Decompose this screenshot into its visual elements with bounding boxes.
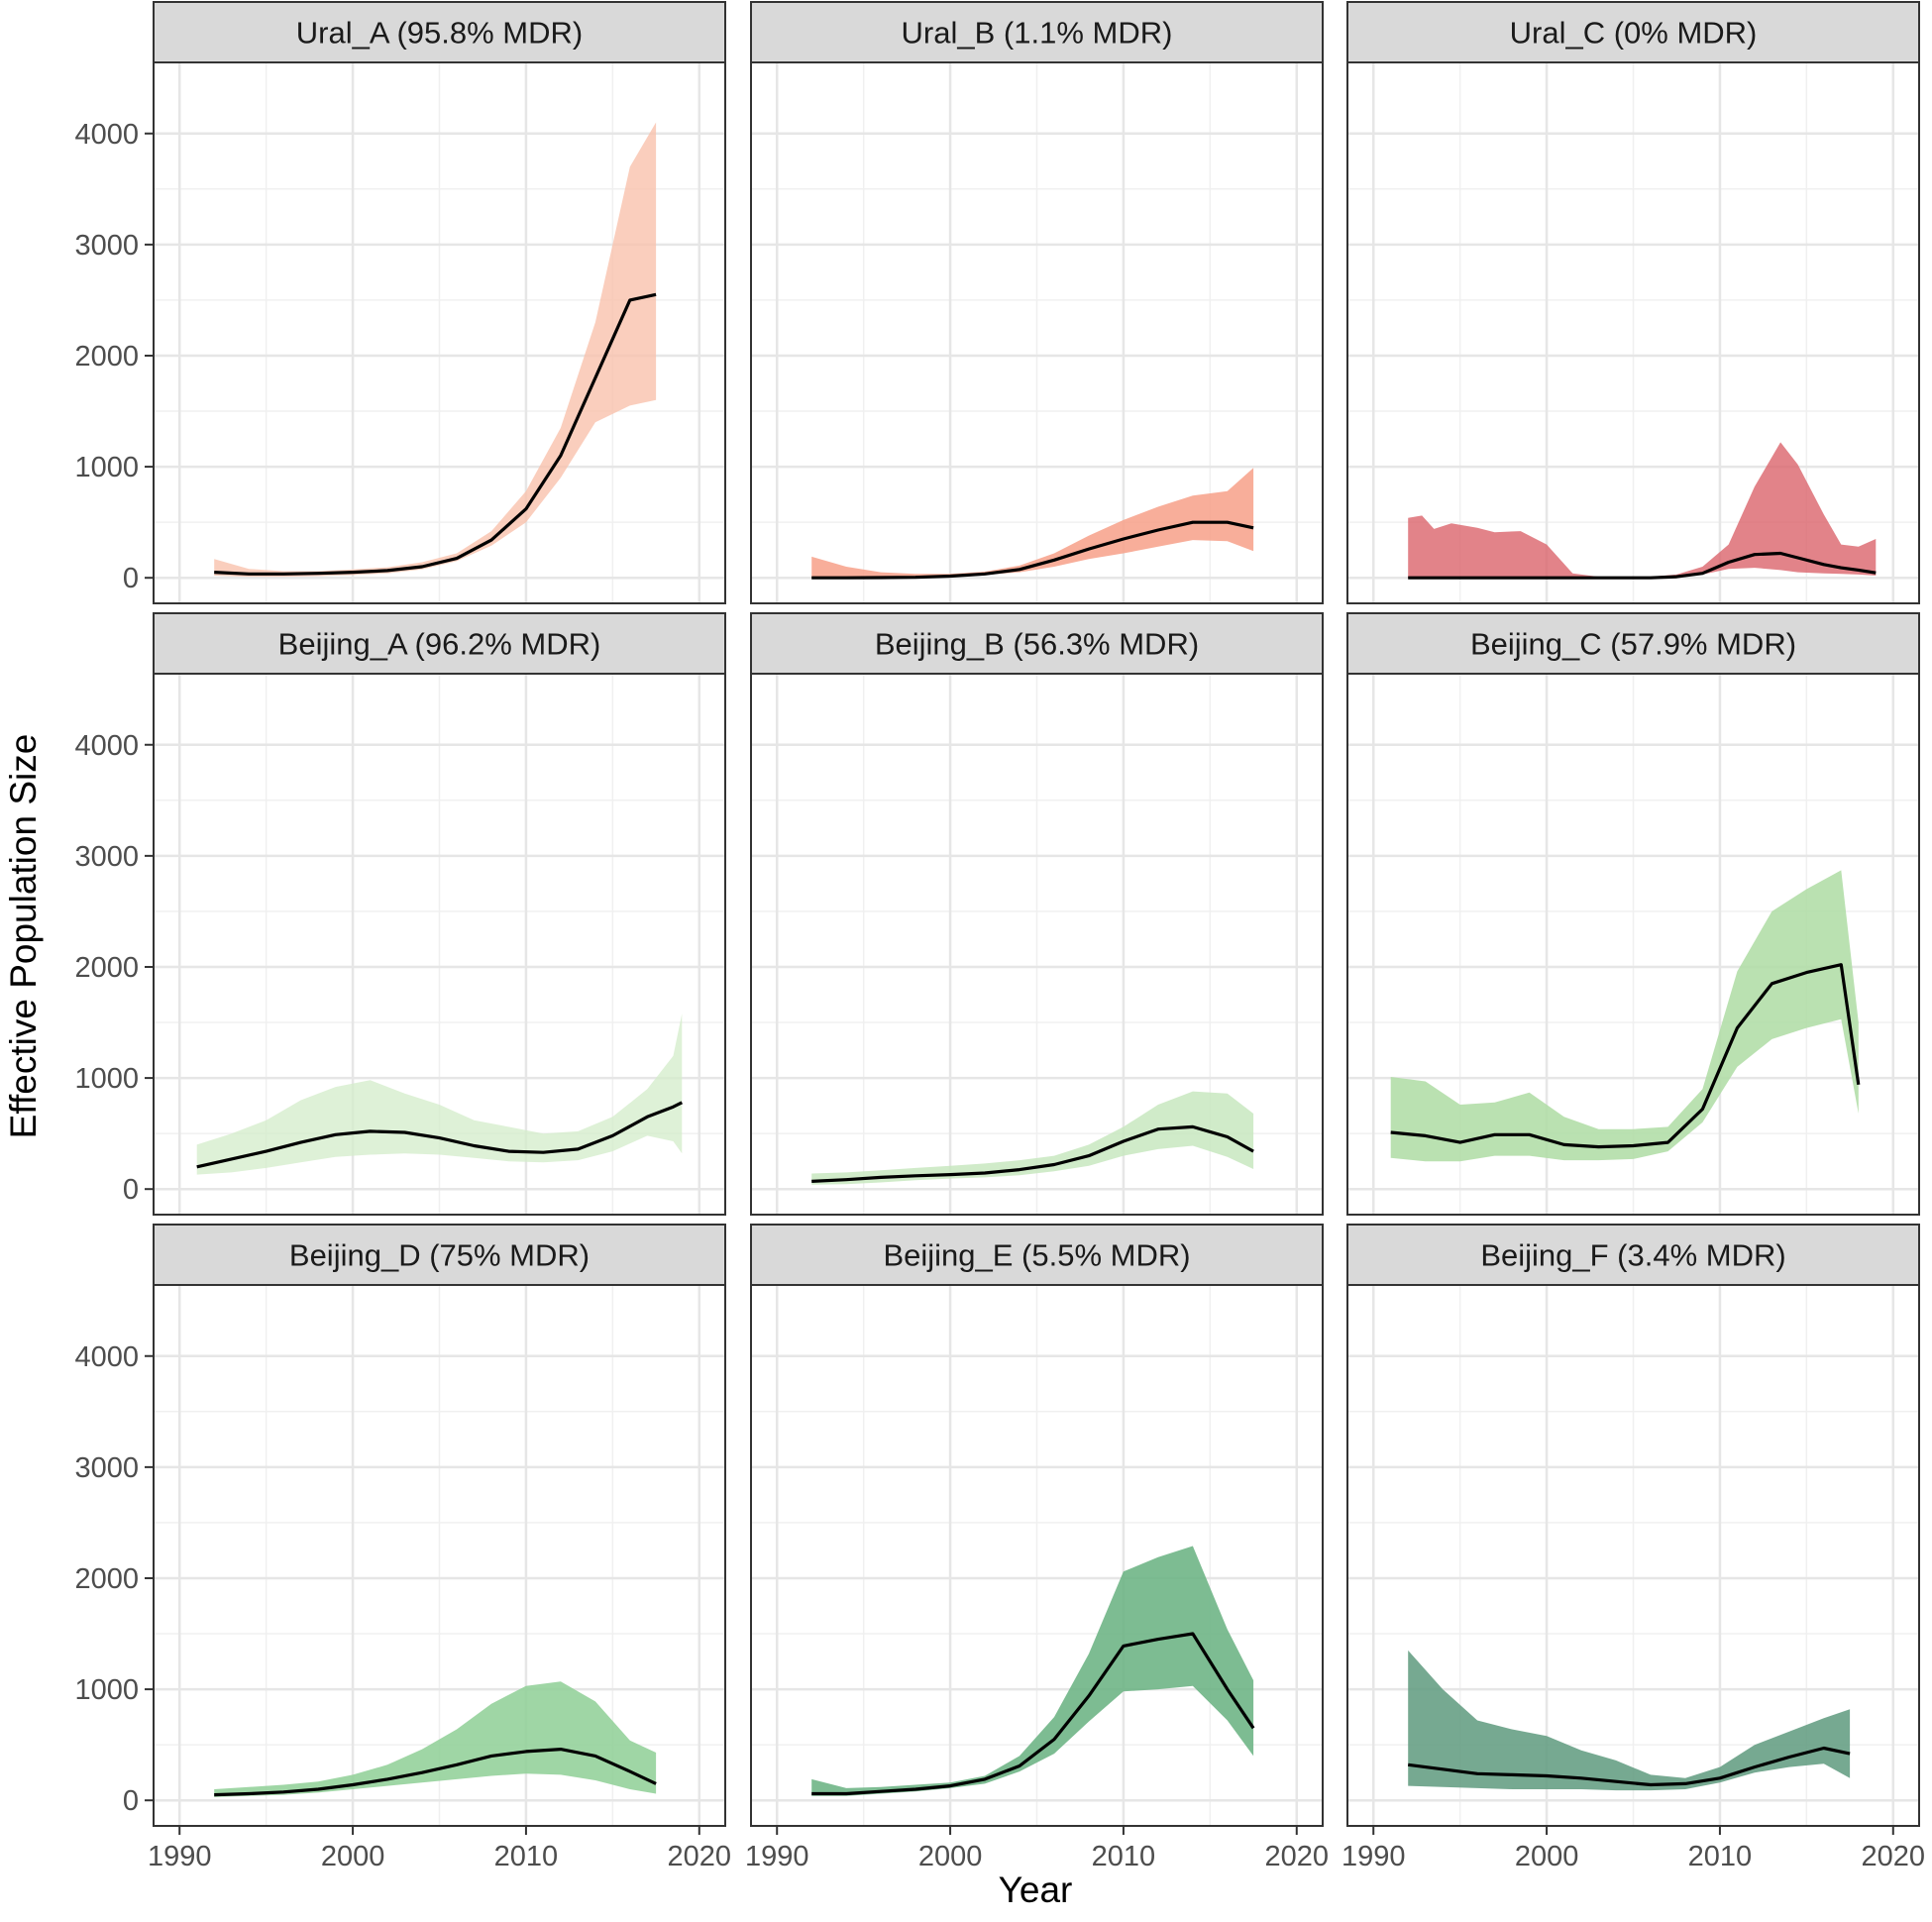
strip-ural-a <box>153 1 726 63</box>
x-tick-label: 2010 <box>494 1841 559 1872</box>
panel-border-ural-a <box>153 61 726 604</box>
panel-beijing-a: Beijing_A (96.2% MDR) <box>153 612 726 1216</box>
x-tick-label: 2010 <box>1688 1841 1753 1872</box>
strip-beijing-a <box>153 612 726 675</box>
y-tick-label: 4000 <box>74 730 139 762</box>
x-tick-label: 1990 <box>1342 1841 1406 1872</box>
x-tick-label: 1990 <box>148 1841 212 1872</box>
y-tick-label: 4000 <box>74 119 139 151</box>
panel-ural-b: Ural_B (1.1% MDR) <box>750 1 1324 604</box>
strip-title-beijing-d: Beijing_D (75% MDR) <box>289 1238 590 1273</box>
ribbon-beijing-a <box>196 1014 683 1175</box>
strip-title-beijing-f: Beijing_F (3.4% MDR) <box>1480 1238 1785 1273</box>
ribbon-ural-b <box>811 468 1254 579</box>
y-tick-label: 0 <box>123 563 139 594</box>
panel-beijing-b: Beijing_B (56.3% MDR) <box>750 612 1324 1216</box>
ribbon-beijing-c <box>1390 870 1859 1162</box>
panel-beijing-f: Beijing_F (3.4% MDR) <box>1346 1224 1920 1827</box>
y-tick-label: 2000 <box>74 341 139 373</box>
panel-grid: Ural_A (95.8% MDR) Ural_B (1.1% MDR) Ural_… <box>153 1 1920 1827</box>
x-tick-label: 2000 <box>321 1841 385 1872</box>
strip-title-ural-b: Ural_B (1.1% MDR) <box>902 16 1173 51</box>
panel-beijing-c: Beijing_C (57.9% MDR) <box>1346 612 1920 1216</box>
strip-title-ural-a: Ural_A (95.8% MDR) <box>296 16 583 51</box>
panel-border-beijing-b <box>750 673 1324 1216</box>
y-tick-label: 1000 <box>74 1674 139 1706</box>
x-tick-label: 2020 <box>668 1841 732 1872</box>
panel-beijing-d: Beijing_D (75% MDR) <box>153 1224 726 1827</box>
median-line-ural-b <box>811 520 1254 580</box>
x-axis-title: Year <box>999 1869 1073 1910</box>
y-axes: 0 1000 2000 3000 4000 0 1000 2000 3000 4000 0 1000 2… <box>74 119 154 1817</box>
y-tick-label: 0 <box>123 1174 139 1206</box>
y-tick-label: 3000 <box>74 230 139 262</box>
ribbon-beijing-f <box>1408 1650 1851 1791</box>
median-line-ural-c <box>1408 551 1877 580</box>
ribbon-beijing-d <box>214 1681 657 1797</box>
median-line-beijing-b <box>811 1124 1254 1183</box>
y-tick-label: 0 <box>123 1785 139 1817</box>
y-tick-label: 2000 <box>74 1563 139 1595</box>
panel-beijing-e: Beijing_E (5.5% MDR) <box>750 1224 1324 1827</box>
ribbon-ural-a <box>214 122 657 578</box>
y-tick-label: 3000 <box>74 841 139 873</box>
panel-border-beijing-d <box>153 1284 726 1827</box>
panel-ural-c: Ural_C (0% MDR) <box>1346 1 1920 604</box>
panel-border-beijing-f <box>1346 1284 1920 1827</box>
strip-title-beijing-a: Beijing_A (96.2% MDR) <box>278 627 601 662</box>
panel-border-beijing-a <box>153 673 726 1216</box>
median-line-beijing-d <box>214 1747 657 1797</box>
strip-ural-c <box>1346 1 1920 63</box>
x-tick-label: 2000 <box>1515 1841 1579 1872</box>
median-line-beijing-e <box>811 1632 1255 1796</box>
y-tick-label: 1000 <box>74 452 139 483</box>
panel-ural-a: Ural_A (95.8% MDR) <box>153 1 726 604</box>
panel-border-beijing-e <box>750 1284 1324 1827</box>
median-line-beijing-f <box>1407 1746 1851 1787</box>
y-tick-label: 2000 <box>74 952 139 984</box>
x-tick-label: 2020 <box>1862 1841 1926 1872</box>
y-tick-label: 1000 <box>74 1063 139 1095</box>
ribbon-beijing-b <box>811 1091 1254 1185</box>
median-line-beijing-a <box>196 1101 684 1169</box>
median-line-ural-a <box>214 292 657 576</box>
ribbon-ural-c <box>1408 442 1877 579</box>
panel-border-beijing-c <box>1346 673 1920 1216</box>
strip-title-ural-c: Ural_C (0% MDR) <box>1510 16 1758 51</box>
strip-title-beijing-b: Beijing_B (56.3% MDR) <box>875 627 1199 662</box>
strip-title-beijing-e: Beijing_E (5.5% MDR) <box>883 1238 1190 1273</box>
x-tick-label: 2000 <box>918 1841 983 1872</box>
x-axes: 1990 2000 2010 2020 1990 2000 2010 2020 1990 2000… <box>148 1826 1925 1872</box>
x-tick-label: 2010 <box>1092 1841 1156 1872</box>
y-tick-label: 3000 <box>74 1452 139 1484</box>
y-axis-title: Effective Population Size <box>3 734 44 1139</box>
y-tick-label: 4000 <box>74 1341 139 1373</box>
median-line-beijing-c <box>1390 963 1861 1149</box>
ribbon-beijing-e <box>811 1546 1254 1796</box>
panel-border-ural-b <box>750 61 1324 604</box>
x-tick-label: 1990 <box>745 1841 809 1872</box>
x-tick-label: 2020 <box>1265 1841 1330 1872</box>
strip-title-beijing-c: Beijing_C (57.9% MDR) <box>1470 627 1796 662</box>
panel-border-ural-c <box>1346 61 1920 604</box>
strip-ural-b <box>750 1 1324 63</box>
